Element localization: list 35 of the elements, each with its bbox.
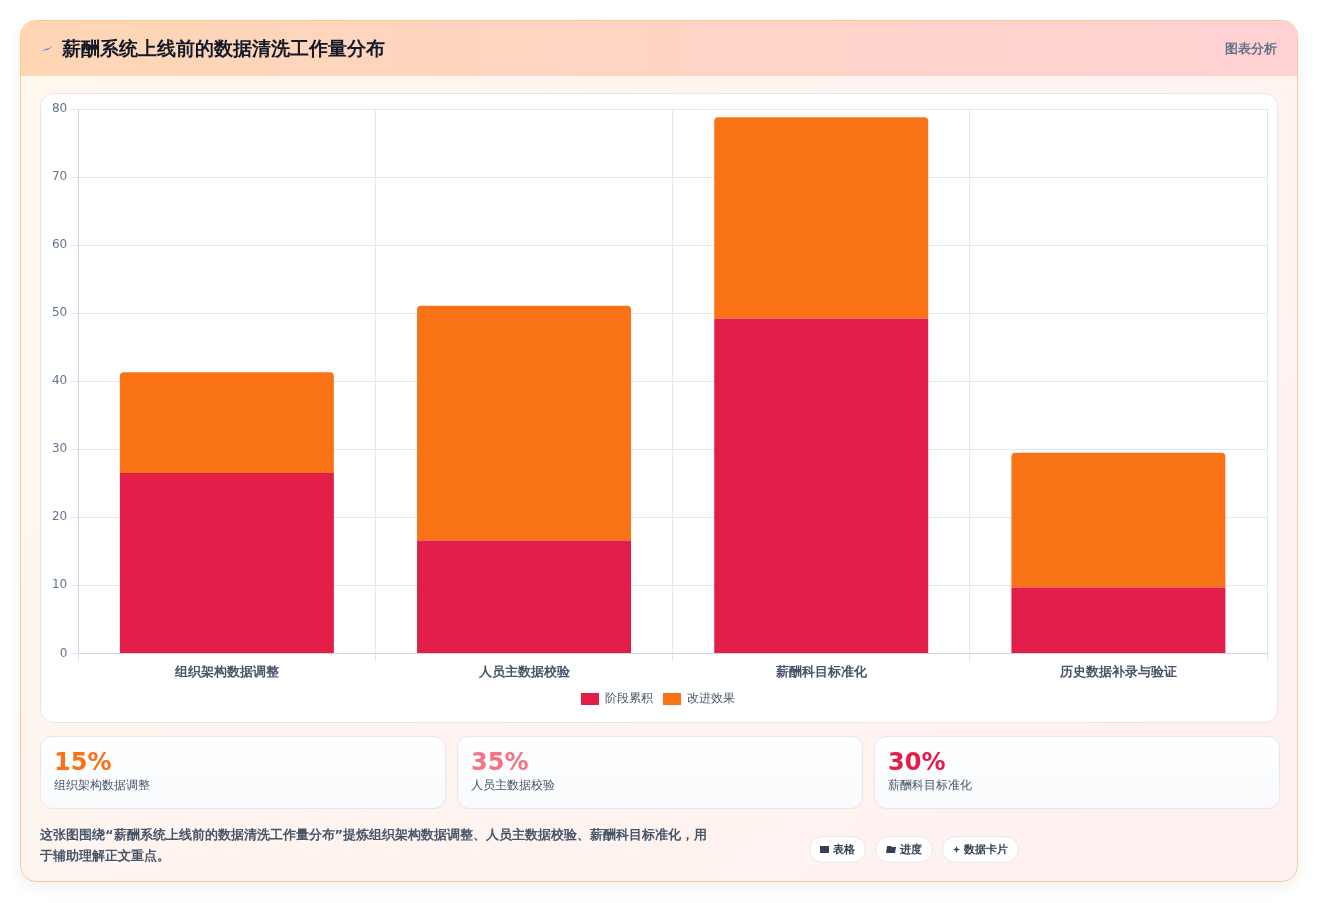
text: 30% [888, 748, 946, 776]
y-tick-label: 10 [51, 577, 68, 592]
y-tick-label: 50 [51, 305, 68, 320]
y-tick-label: 80 [51, 101, 68, 116]
category-label: 组织架构数据调整 [54, 777, 151, 794]
y-tick-label: 60 [51, 237, 68, 252]
legend-label: 改进效果 [687, 691, 735, 706]
bar [714, 117, 929, 319]
bar [119, 473, 334, 653]
text: 图表分析 [1225, 39, 1277, 58]
y-tick-label: 30 [51, 441, 68, 456]
text: 进度 [875, 836, 933, 863]
text: 这张图围绕“薪酬系统上线前的数据清洗工作量分布”提炼组织架构数据调整、人员主数据校验、薪酬科目标准化，用于辅助理解正文重点。 [40, 826, 709, 865]
bar [417, 305, 632, 541]
text: 表格 [809, 836, 866, 863]
text: 35% [471, 748, 529, 776]
x-tick-label: 历史数据补录与验证 [1058, 663, 1177, 679]
bar [417, 540, 632, 653]
chart-title: 薪酬系统上线前的数据清洗工作量分布 [62, 35, 385, 61]
x-tick-label: 组织架构数据调整 [173, 663, 280, 679]
x-tick-label: 人员主数据校验 [477, 663, 571, 679]
legend-label: 阶段累积 [605, 691, 653, 706]
category-label: 薪酬科目标准化 [888, 777, 973, 794]
y-tick-label: 20 [51, 509, 68, 524]
text: 数据卡片 [942, 836, 1019, 863]
y-tick-label: 40 [51, 373, 68, 388]
x-tick-label: 薪酬科目标准化 [774, 663, 868, 679]
text: 15% [54, 748, 112, 776]
bar [1011, 452, 1226, 588]
bar [119, 372, 334, 474]
y-tick-label: 0 [59, 645, 68, 660]
y-tick-label: 70 [51, 169, 68, 184]
bar [714, 318, 929, 653]
category-label: 人员主数据校验 [471, 777, 556, 794]
bar [1011, 587, 1226, 653]
